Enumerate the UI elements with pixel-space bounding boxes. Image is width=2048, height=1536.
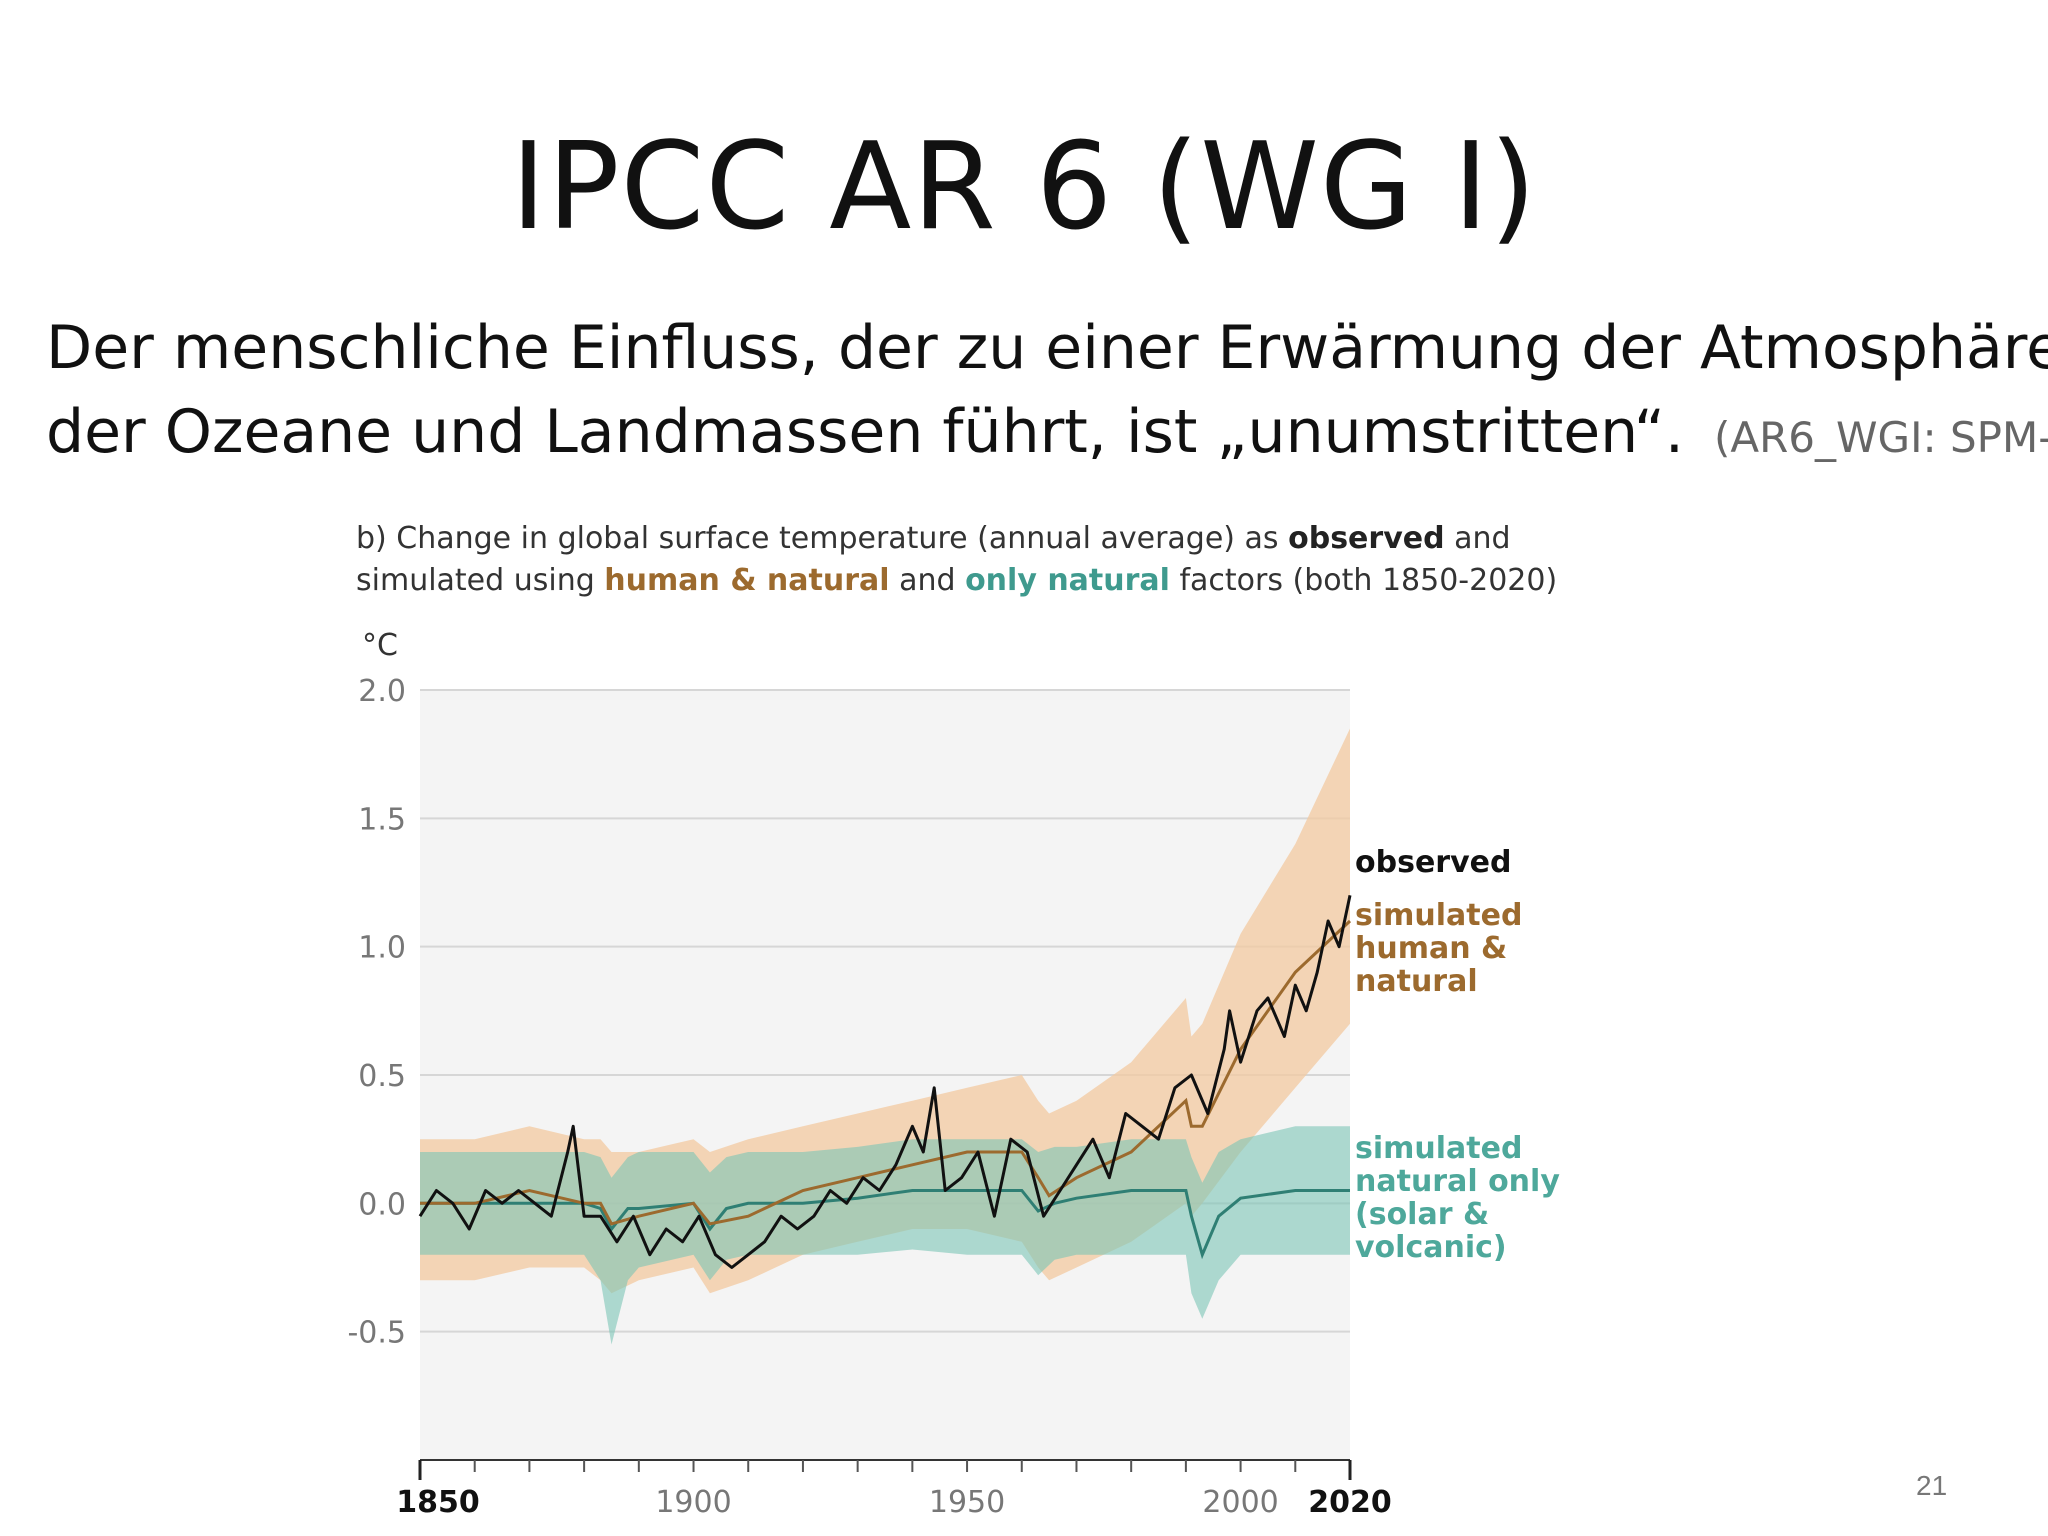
chart-heading-line-2: simulated using human & natural and only… [356, 560, 1558, 602]
x-tick-label: 2020 [1308, 1485, 1392, 1520]
series-lines [418, 894, 1352, 1269]
legend-natural-1: simulated [1355, 1131, 1522, 1166]
y-tick-label: 1.0 [358, 931, 406, 966]
line-observed [418, 894, 1352, 1269]
y-tick-label: 0.5 [358, 1059, 406, 1094]
heading-part-4: simulated using [356, 563, 605, 598]
uncertainty-bands [420, 728, 1350, 1345]
heading-human-natural: human & natural [604, 563, 890, 598]
legend-human-natural-2: human & [1355, 931, 1507, 966]
subtitle-line-1: Der menschliche Einfluss, der zu einer E… [46, 313, 2048, 383]
axes: 2.0 1.5 1.0 0.5 0.0 -0.5 1850 1900 1950 2000 2020 [347, 674, 1391, 1520]
y-tick-label: 0.0 [358, 1187, 406, 1222]
subtitle-line-2-text: der Ozeane und Landmassen führt, ist „un… [46, 397, 1684, 467]
legend: observed simulated human & natural simul… [1355, 845, 1560, 1265]
heading-part-3: and [1444, 521, 1511, 556]
y-tick-label: 2.0 [358, 674, 406, 709]
legend-natural-4: volcanic) [1355, 1230, 1507, 1265]
band-natural-only [420, 1126, 1350, 1345]
chart-heading-line-1: b) Change in global surface temperature … [356, 518, 1556, 560]
x-tick-label: 1900 [655, 1485, 731, 1520]
heading-part-1: b) Change in global surface temperature … [356, 521, 1289, 556]
y-tick-label: -0.5 [347, 1316, 406, 1351]
x-tick-label: 1850 [396, 1485, 480, 1520]
y-axis-unit: °C [362, 628, 398, 663]
legend-natural-3: (solar & [1355, 1197, 1489, 1232]
slide-title: IPCC AR 6 (WG I) [510, 118, 1538, 257]
heading-part-8: factors (both 1850-2020) [1169, 563, 1558, 598]
heading-only-natural: only natural [965, 563, 1170, 598]
source-citation: (AR6_WGI: SPM-5) [1714, 413, 2048, 462]
heading-part-6: and [889, 563, 966, 598]
legend-natural-2: natural only [1355, 1164, 1560, 1199]
x-tick-label: 2000 [1202, 1485, 1278, 1520]
line-human-natural [420, 919, 1352, 1226]
subtitle-line-2: der Ozeane und Landmassen führt, ist „un… [46, 390, 2048, 480]
legend-observed: observed [1355, 845, 1511, 880]
page-number: 21 [1916, 1470, 1948, 1501]
legend-human-natural-3: natural [1355, 964, 1478, 999]
y-tick-label: 1.5 [358, 802, 406, 837]
heading-observed: observed [1288, 521, 1445, 556]
chart-heading: b) Change in global surface temperature … [356, 518, 1558, 602]
slide-subtitle: Der menschliche Einfluss, der zu einer E… [46, 306, 2048, 480]
line-natural-only [420, 1189, 1350, 1260]
legend-human-natural-1: simulated [1355, 898, 1522, 933]
x-tick-label: 1950 [929, 1485, 1005, 1520]
